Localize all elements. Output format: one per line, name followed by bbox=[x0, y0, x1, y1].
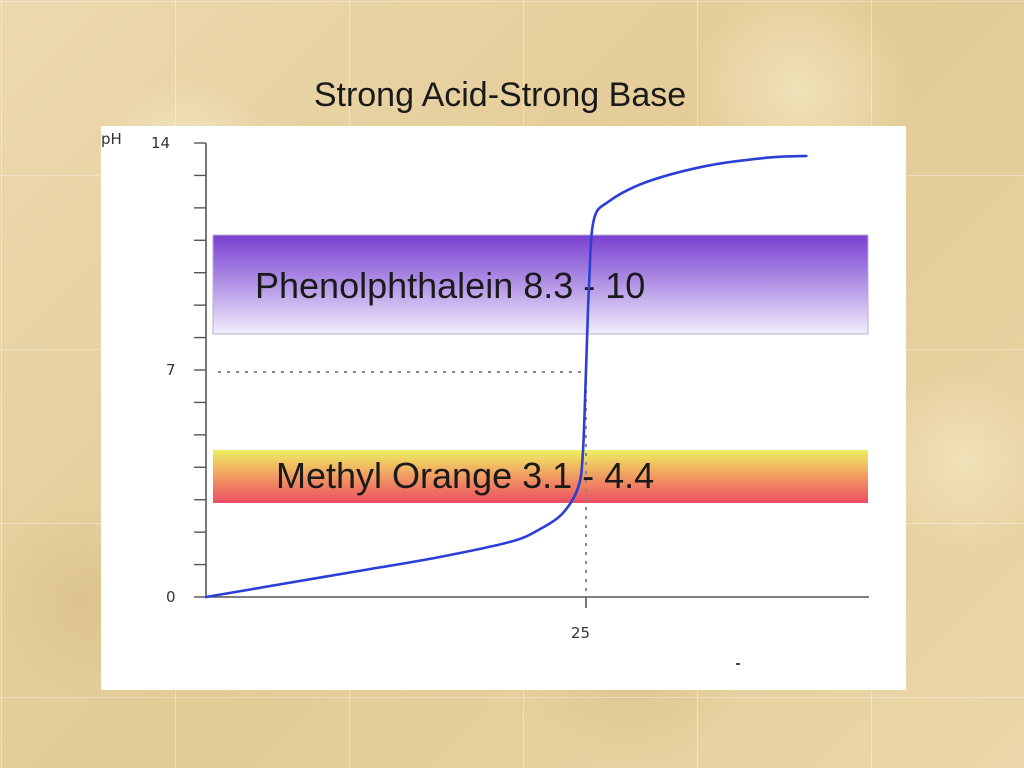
band-methyl-orange bbox=[213, 450, 868, 503]
y-tick-label-14: 14 bbox=[151, 134, 170, 152]
slide-title: Strong Acid-Strong Base bbox=[313, 76, 687, 114]
band-phenolphthalein-label: Phenolphthalein 8.3 - 10 bbox=[255, 265, 645, 306]
titration-chart: Phenolphthalein 8.3 - 10 Methyl Orange 3… bbox=[101, 130, 869, 665]
y-tick-label-7: 7 bbox=[166, 361, 176, 379]
chart-panel: Phenolphthalein 8.3 - 10 Methyl Orange 3… bbox=[101, 126, 906, 690]
chart-speck bbox=[736, 663, 740, 665]
y-axis-label: pH bbox=[101, 130, 122, 148]
x-tick-label-25: 25 bbox=[571, 624, 590, 642]
titration-curve bbox=[204, 154, 808, 599]
y-tick-label-0: 0 bbox=[166, 588, 176, 606]
y-axis-ticks bbox=[194, 142, 206, 598]
band-phenolphthalein bbox=[212, 234, 869, 335]
band-methyl-orange-label: Methyl Orange 3.1 - 4.4 bbox=[276, 455, 654, 496]
